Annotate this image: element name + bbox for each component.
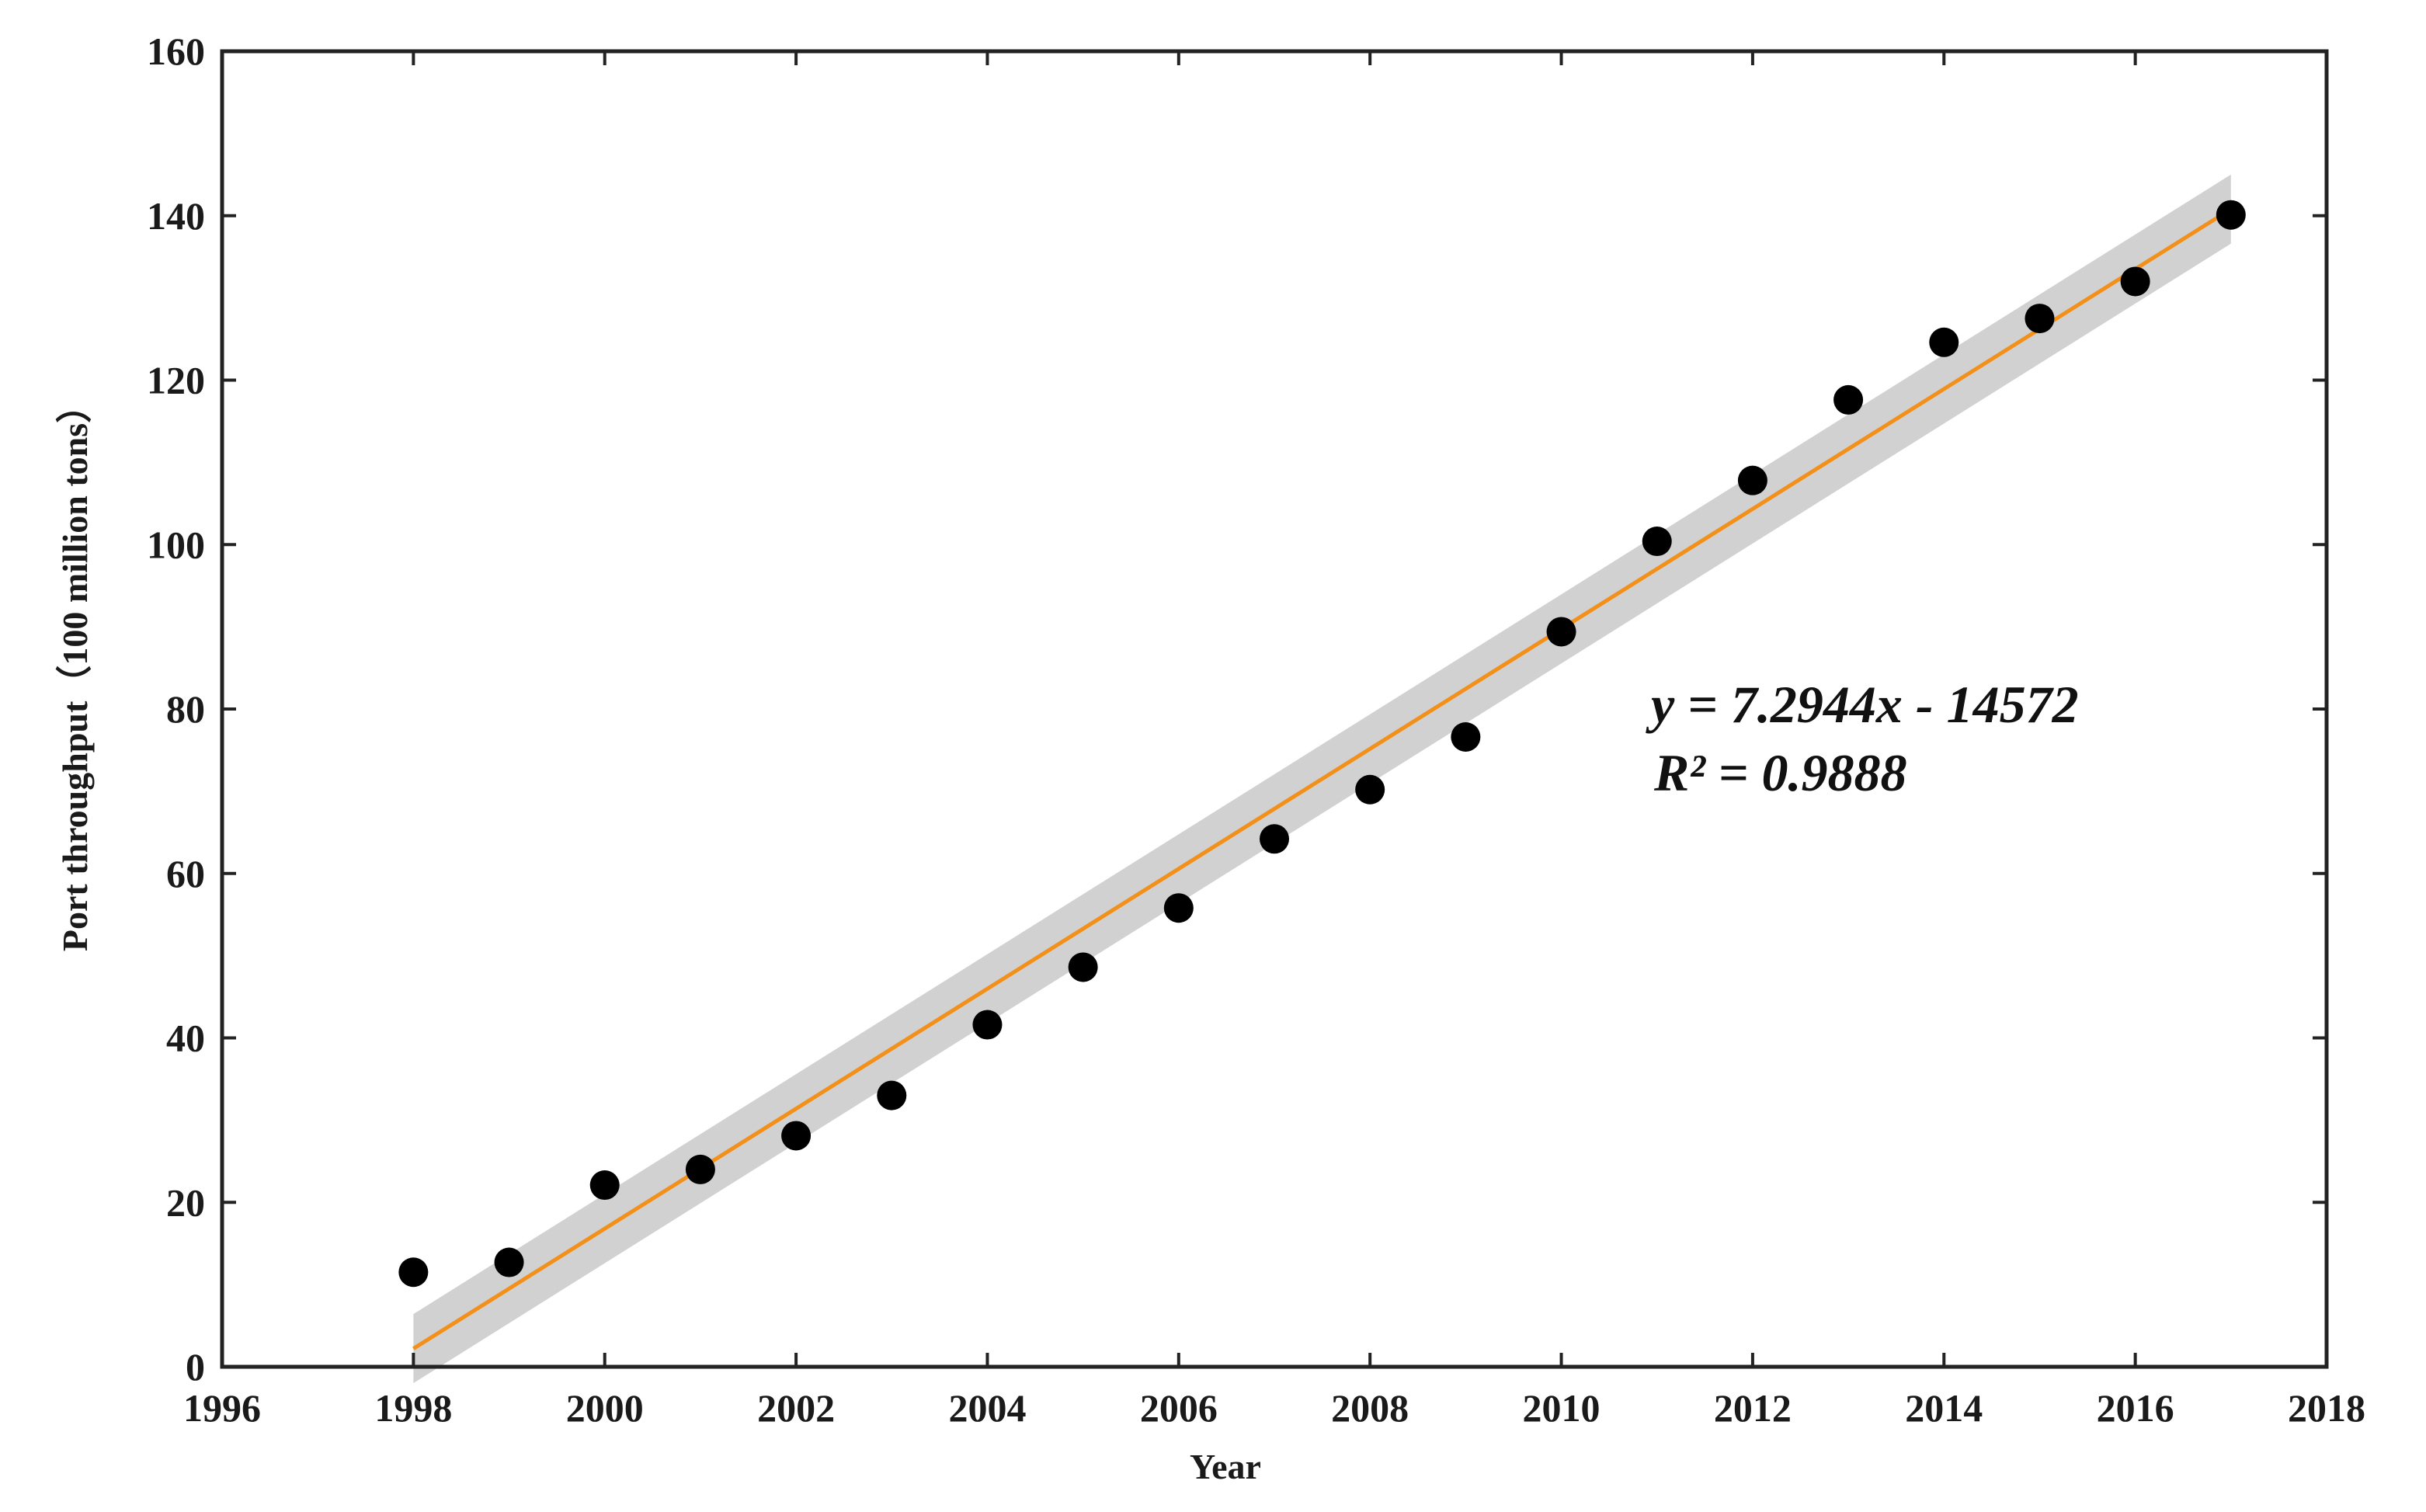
data-point xyxy=(1833,384,1864,415)
y-tick-label: 140 xyxy=(147,194,205,238)
data-point xyxy=(2216,200,2246,230)
x-tick-label: 2000 xyxy=(566,1386,644,1430)
data-point xyxy=(1068,952,1098,982)
data-point xyxy=(494,1247,524,1277)
data-point xyxy=(1163,893,1194,923)
y-tick-label: 100 xyxy=(147,523,205,566)
trendline-equation: y = 7.2944x - 14572 xyxy=(1646,675,2079,734)
y-tick-label: 0 xyxy=(186,1345,205,1389)
y-axis-title: Port throughput（100 million tons） xyxy=(55,388,95,951)
trendline-layer xyxy=(412,207,2233,1350)
data-point xyxy=(685,1154,715,1184)
x-tick-label: 2016 xyxy=(2097,1386,2174,1430)
data-point xyxy=(1642,527,1672,557)
y-tick-label: 160 xyxy=(147,30,205,73)
data-point xyxy=(398,1257,429,1288)
data-point xyxy=(1929,327,1959,357)
data-point xyxy=(1737,465,1767,495)
data-point xyxy=(781,1121,812,1151)
x-tick-label: 1998 xyxy=(374,1386,452,1430)
y-tick-label: 20 xyxy=(166,1180,205,1224)
x-tick-label: 2010 xyxy=(1523,1386,1601,1430)
x-tick-label: 2012 xyxy=(1714,1386,1792,1430)
x-tick-label: 2002 xyxy=(757,1386,835,1430)
x-tick-labels: 1996 1998 2000 2002 2004 2006 2008 2010 2012 2014… xyxy=(183,1386,2365,1430)
data-point xyxy=(1260,824,1289,854)
data-point xyxy=(877,1080,907,1111)
x-tick-label: 2006 xyxy=(1140,1386,1218,1430)
y-tick-label: 80 xyxy=(166,687,205,731)
y-tick-label: 60 xyxy=(166,852,205,895)
data-point xyxy=(1451,721,1481,752)
y-tick-label: 40 xyxy=(166,1017,205,1060)
data-point xyxy=(1355,774,1385,805)
trendline-r-squared: R² = 0.9888 xyxy=(1653,743,1907,802)
y-tick-labels: 0 20 40 60 80 100 120 140 160 xyxy=(147,30,205,1389)
x-tick-label: 2008 xyxy=(1331,1386,1409,1430)
data-point xyxy=(1546,617,1576,647)
x-axis-title: Year xyxy=(1190,1447,1261,1486)
ticks-layer xyxy=(221,50,2328,1368)
data-points-layer xyxy=(398,200,2246,1288)
trendline xyxy=(412,207,2233,1350)
x-tick-label: 2004 xyxy=(948,1386,1026,1430)
data-point xyxy=(2025,304,2055,334)
y-tick-label: 120 xyxy=(147,359,205,402)
x-tick-label: 1996 xyxy=(183,1386,261,1430)
data-point xyxy=(2120,266,2150,297)
x-tick-label: 2018 xyxy=(2288,1386,2365,1430)
data-point xyxy=(972,1010,1003,1040)
data-point xyxy=(589,1170,620,1201)
x-tick-label: 2014 xyxy=(1905,1386,1983,1430)
